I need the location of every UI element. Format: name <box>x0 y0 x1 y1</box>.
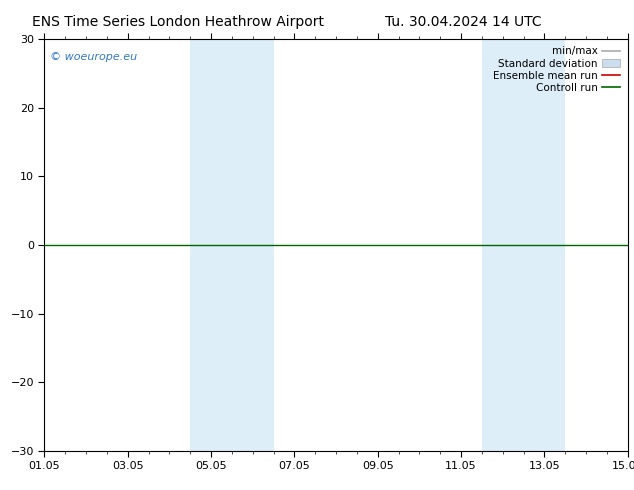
Bar <box>482 39 524 451</box>
Text: Tu. 30.04.2024 14 UTC: Tu. 30.04.2024 14 UTC <box>384 15 541 29</box>
Text: ENS Time Series London Heathrow Airport: ENS Time Series London Heathrow Airport <box>32 15 323 29</box>
Bar <box>232 39 273 451</box>
Bar <box>190 39 232 451</box>
Text: © woeurope.eu: © woeurope.eu <box>50 51 138 62</box>
Bar <box>524 39 565 451</box>
Legend: min/max, Standard deviation, Ensemble mean run, Controll run: min/max, Standard deviation, Ensemble me… <box>491 45 623 95</box>
